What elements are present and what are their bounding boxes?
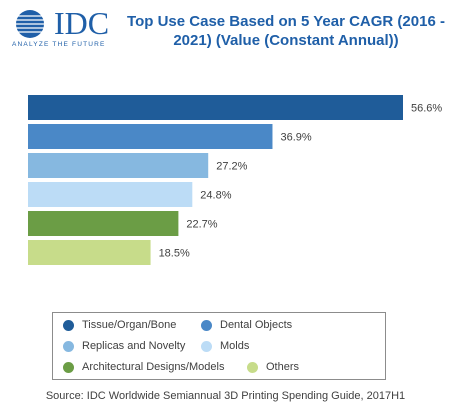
chart-legend: Tissue/Organ/Bone Dental Objects Replica…	[52, 312, 386, 380]
idc-logo: IDC ANALYZE THE FUTURE	[12, 5, 116, 52]
legend-swatch-tissue	[63, 319, 74, 331]
bar-molds	[28, 182, 193, 207]
legend-swatch-architectural	[63, 361, 74, 373]
data-label-replicas: 27.2%	[216, 161, 247, 173]
chart-title: Top Use Case Based on 5 Year CAGR (2016 …	[127, 13, 445, 49]
data-label-dental: 36.9%	[280, 132, 311, 144]
legend-item-replicas: Replicas and Novelty	[63, 340, 185, 352]
data-label-molds: 24.8%	[200, 190, 231, 202]
legend-label-replicas: Replicas and Novelty	[82, 340, 186, 352]
legend-swatch-molds	[201, 340, 212, 352]
legend-swatch-others	[247, 361, 258, 373]
legend-item-dental: Dental Objects	[201, 319, 292, 331]
legend-swatch-replicas	[63, 340, 74, 352]
legend-item-tissue: Tissue/Organ/Bone	[63, 319, 176, 331]
logo-wordmark: IDC	[54, 5, 110, 41]
data-label-architectural: 22.7%	[186, 219, 217, 231]
data-label-tissue: 56.6%	[411, 103, 442, 115]
globe-icon	[16, 10, 44, 38]
legend-label-architectural: Architectural Designs/Models	[82, 361, 225, 373]
legend-item-others: Others	[247, 361, 299, 373]
bar-dental	[28, 124, 273, 149]
legend-item-molds: Molds	[201, 340, 249, 352]
source-note: Source: IDC Worldwide Semiannual 3D Prin…	[45, 390, 406, 402]
bar-tissue	[28, 95, 403, 120]
legend-swatch-dental	[201, 319, 212, 331]
logo-tagline: ANALYZE THE FUTURE	[12, 41, 106, 48]
legend-label-tissue: Tissue/Organ/Bone	[82, 319, 177, 331]
bar-chart: 56.6% 36.9% 27.2% 24.8% 22.7% 18.5%	[28, 95, 442, 265]
data-label-others: 18.5%	[159, 248, 190, 260]
legend-item-architectural: Architectural Designs/Models	[63, 361, 224, 373]
legend-label-others: Others	[266, 361, 300, 373]
bar-architectural	[28, 211, 179, 236]
legend-label-molds: Molds	[220, 340, 250, 352]
bar-others	[28, 240, 151, 265]
bar-replicas	[28, 153, 209, 178]
legend-label-dental: Dental Objects	[220, 319, 293, 331]
